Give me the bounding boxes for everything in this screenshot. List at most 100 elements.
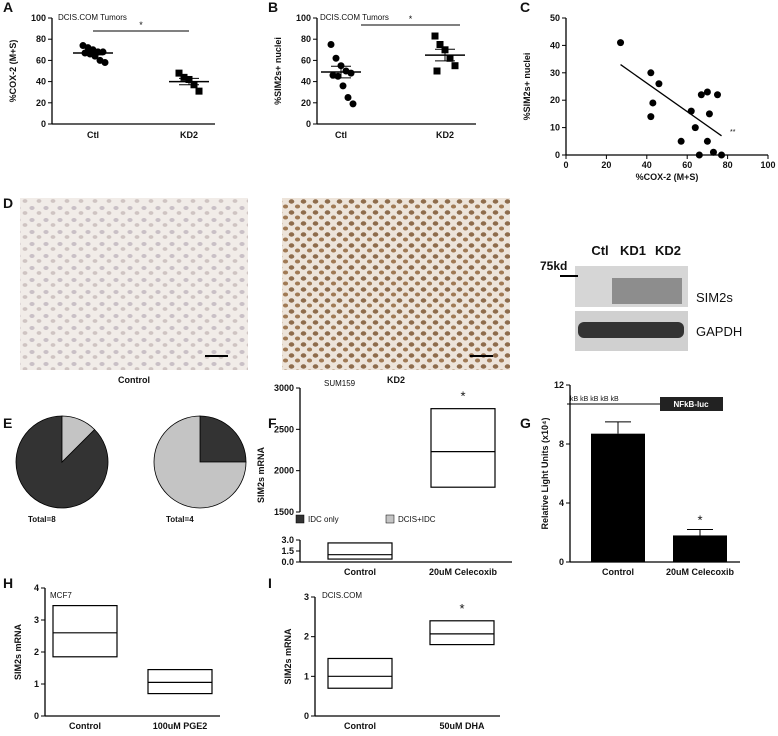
fit-line — [620, 64, 722, 137]
y-tick-label: 2 — [34, 647, 39, 657]
data-point — [649, 99, 657, 107]
x-tick-label: 20uM Celecoxib — [429, 567, 498, 577]
y-axis-label: %COX-2 (M+S) — [8, 40, 18, 103]
data-point — [691, 124, 699, 132]
box — [147, 668, 213, 695]
data-point — [101, 59, 109, 67]
y-tick-label: 40 — [301, 77, 311, 87]
box — [430, 408, 496, 488]
y-tick-label: 60 — [36, 55, 46, 65]
x-tick-label: KD2 — [180, 130, 198, 140]
x-tick-label: 60 — [682, 160, 692, 170]
x-tick-label: KD2 — [436, 130, 454, 140]
y-tick-label: 40 — [550, 40, 560, 50]
pie-slice — [199, 415, 247, 463]
x-tick-label: 20 — [601, 160, 611, 170]
data-point — [349, 100, 357, 108]
y-tick-label: 100 — [296, 13, 311, 23]
y-tick-label: 2000 — [274, 466, 294, 476]
y-tick-label: 0 — [41, 119, 46, 129]
data-point — [703, 88, 711, 96]
x-tick-label: Ctl — [335, 130, 347, 140]
significance-label: * — [459, 601, 464, 616]
y-tick-label: 2 — [304, 632, 309, 642]
pie-slice — [61, 415, 96, 463]
y-tick-label: 1 — [34, 679, 39, 689]
panel-letter: B — [268, 0, 278, 15]
panel-letter: C — [520, 0, 530, 15]
x-tick-label: 20uM Celecoxib — [666, 567, 735, 577]
x-axis-label: %COX-2 (M+S) — [636, 172, 699, 182]
x-tick-label: Ctl — [87, 130, 99, 140]
panel-letter: E — [3, 415, 12, 431]
y-tick-label: 20 — [301, 98, 311, 108]
data-point — [677, 137, 685, 145]
data-point — [655, 80, 663, 88]
data-point — [431, 32, 439, 40]
x-tick-label: 50uM DHA — [439, 721, 485, 731]
legend-label: IDC only — [308, 515, 339, 524]
y-tick-label: 4 — [559, 498, 564, 508]
legend-swatch — [385, 514, 395, 524]
y-tick-label: 80 — [301, 34, 311, 44]
data-point — [339, 82, 347, 90]
y-tick-label: 1500 — [274, 507, 294, 517]
data-point — [695, 151, 703, 159]
y-tick-label: 0 — [559, 557, 564, 567]
bar — [673, 535, 727, 562]
construct-label: NFkB-luc — [673, 400, 709, 409]
box — [327, 657, 393, 689]
y-tick-label: 20 — [36, 98, 46, 108]
y-axis-label: SIM2s mRNA — [13, 623, 23, 680]
marker-label: 75kd — [540, 259, 567, 273]
box — [52, 604, 118, 658]
data-point — [714, 91, 721, 99]
data-point — [451, 62, 459, 70]
x-tick-label: Control — [344, 721, 376, 731]
data-point — [436, 41, 444, 48]
legend-label: DCIS+IDC — [398, 515, 436, 524]
y-tick-label: 3.0 — [281, 535, 294, 545]
histology-image — [282, 198, 510, 370]
data-point — [617, 39, 625, 47]
y-tick-label: 3000 — [274, 383, 294, 393]
x-tick-label: 100 — [760, 160, 775, 170]
data-point — [687, 107, 695, 115]
data-point — [180, 73, 188, 81]
data-point — [327, 41, 335, 48]
panel-letter: A — [3, 0, 13, 15]
y-tick-label: 0 — [34, 711, 39, 721]
image-caption: KD2 — [387, 375, 405, 385]
data-point — [344, 94, 352, 101]
panel-d: D Control KD2 Ctl KD1 KD2 75kd SIM2s GAP… — [3, 195, 742, 385]
blot-band — [578, 322, 684, 338]
x-tick-label: Control — [344, 567, 376, 577]
data-point — [705, 110, 713, 118]
y-tick-label: 3 — [304, 592, 309, 602]
lane-label: KD1 — [620, 243, 646, 258]
y-tick-label: 2500 — [274, 424, 294, 434]
significance-label: * — [139, 20, 143, 30]
box — [327, 542, 393, 560]
chart-title: DCIS.COM Tumors — [320, 13, 389, 22]
legend-swatch — [295, 514, 305, 524]
chart-title: MCF7 — [50, 591, 72, 600]
lane-label: Ctl — [591, 243, 608, 258]
data-point — [334, 72, 342, 80]
significance-label: * — [697, 513, 702, 528]
y-tick-label: 8 — [559, 439, 564, 449]
y-tick-label: 50 — [550, 13, 560, 23]
y-axis-label: SIM2s mRNA — [283, 628, 293, 685]
data-point — [647, 113, 655, 121]
histology-image — [20, 198, 248, 370]
blot-band — [612, 278, 682, 304]
significance-label: ** — [730, 129, 736, 136]
data-point — [433, 67, 441, 75]
y-axis-label: %SIM2s+ nuclei — [522, 53, 532, 121]
data-point — [446, 54, 454, 62]
data-point — [703, 137, 711, 145]
chart-title: DCIS.COM — [322, 591, 362, 600]
y-tick-label: 80 — [36, 34, 46, 44]
data-point — [195, 87, 203, 95]
data-point — [332, 54, 340, 62]
